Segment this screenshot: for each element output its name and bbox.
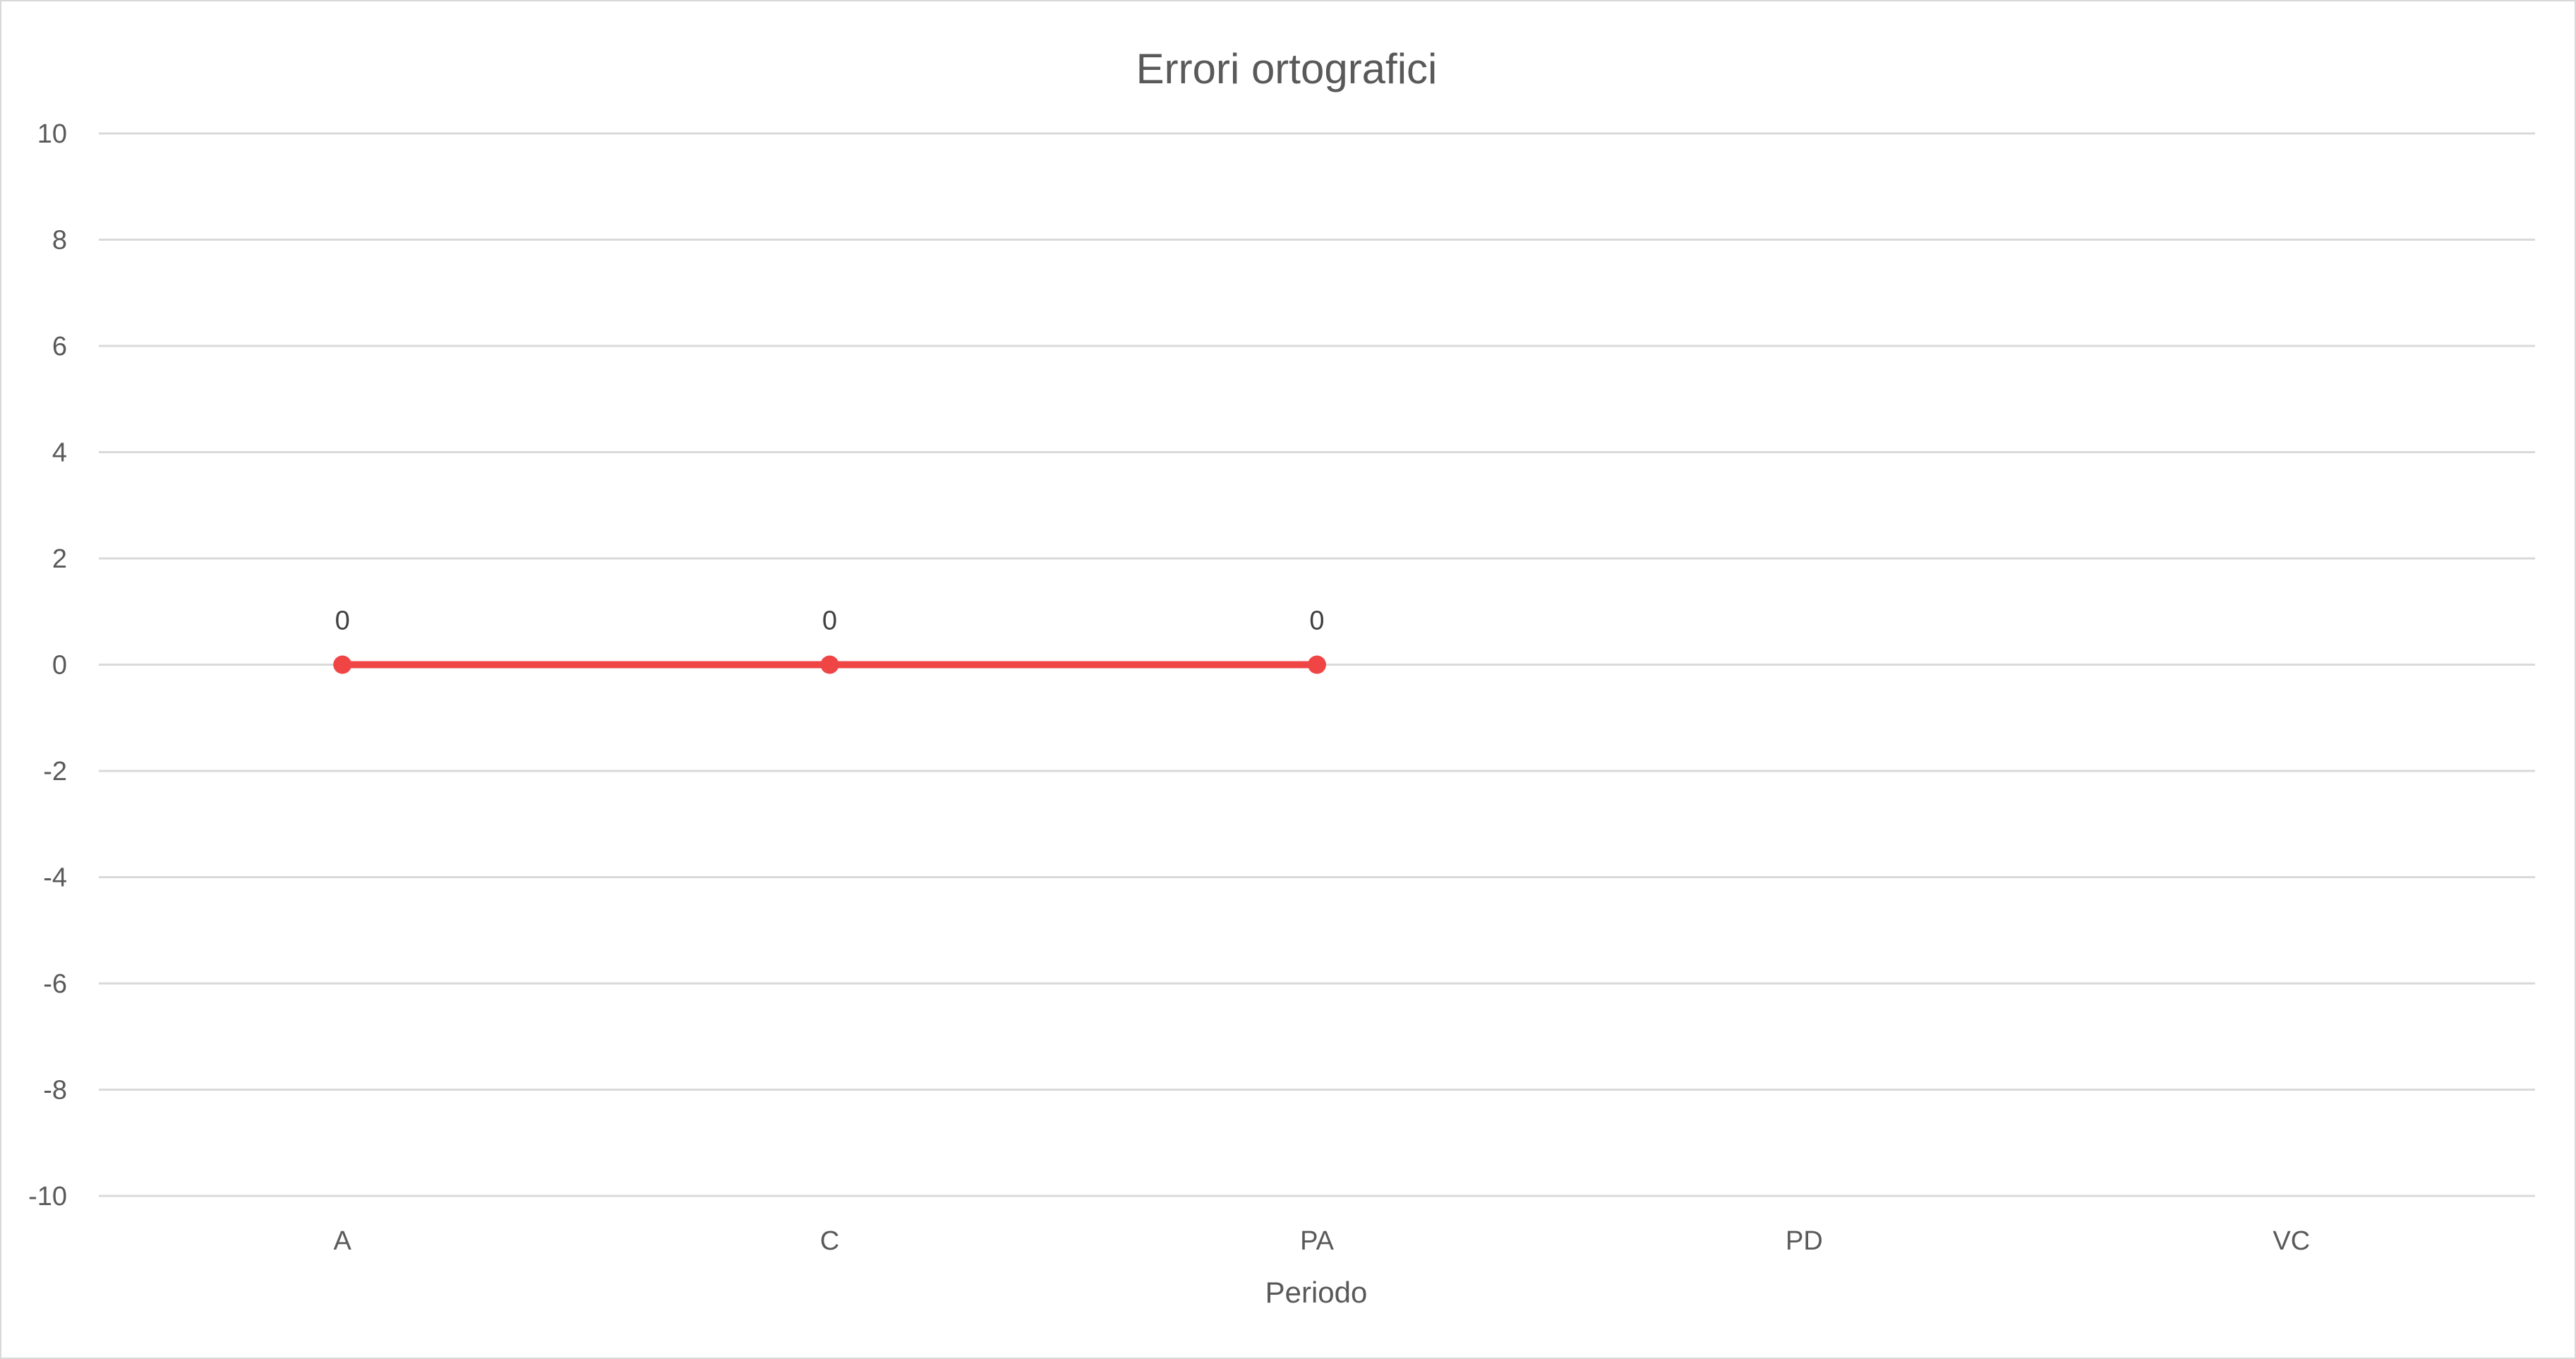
y-tick-label: 4	[52, 438, 67, 468]
x-tick-label: C	[820, 1226, 839, 1256]
data-point	[333, 655, 352, 674]
x-tick-label: PA	[1300, 1226, 1335, 1256]
x-axis-ticks: A C PA PD VC	[334, 1226, 2311, 1256]
y-tick-label: -4	[43, 863, 67, 893]
y-tick-label: -6	[43, 969, 67, 999]
y-tick-label: -10	[28, 1182, 67, 1211]
series-layer	[333, 655, 1326, 674]
gridlines	[99, 132, 2535, 1197]
y-tick-label: 8	[52, 226, 67, 256]
y-axis-ticks: 10 8 6 4 2 0 -2 -4 -6 -8 -10	[28, 119, 67, 1211]
chart-title: Errori ortografici	[1136, 45, 1438, 92]
data-labels: 0 0 0	[335, 606, 1325, 636]
y-tick-label: 10	[37, 119, 67, 149]
data-label: 0	[335, 606, 350, 636]
x-tick-label: A	[334, 1226, 352, 1256]
data-label: 0	[1309, 606, 1324, 636]
y-tick-label: -2	[43, 757, 67, 786]
x-axis-title: Periodo	[1265, 1276, 1368, 1309]
y-tick-label: 2	[52, 544, 67, 574]
x-tick-label: PD	[1786, 1226, 1823, 1256]
data-label: 0	[822, 606, 837, 636]
y-tick-label: 6	[52, 332, 67, 361]
data-point	[820, 655, 839, 674]
y-tick-label: -8	[43, 1076, 67, 1106]
x-tick-label: VC	[2273, 1226, 2310, 1256]
y-tick-label: 0	[52, 651, 67, 681]
data-point	[1308, 655, 1326, 674]
